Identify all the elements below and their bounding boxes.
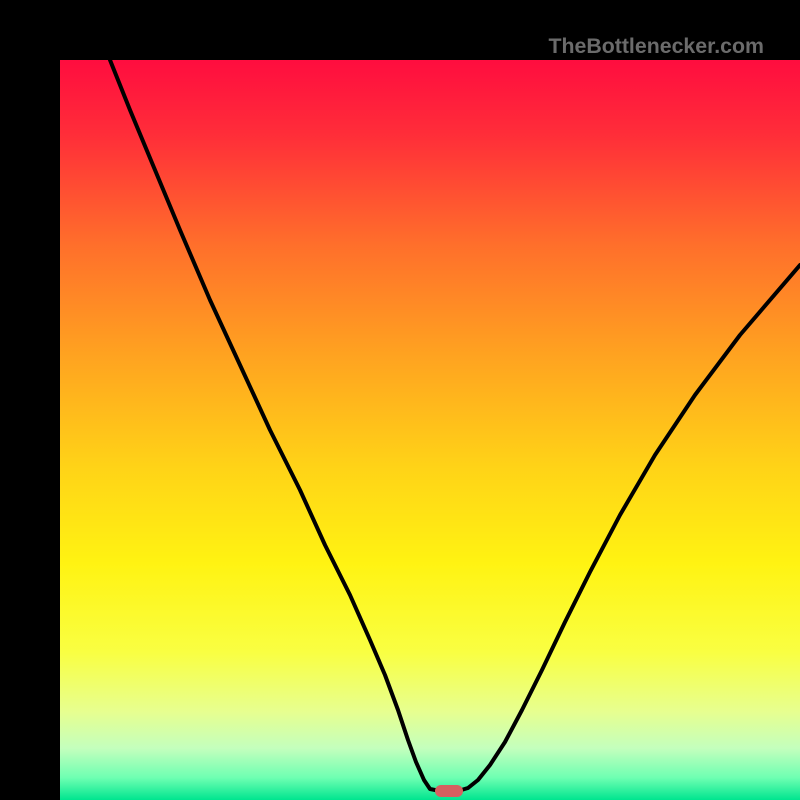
curve-svg [60,60,800,800]
watermark-text: TheBottlenecker.com [548,34,764,59]
minimum-marker [435,785,463,797]
chart-frame: TheBottlenecker.com [0,0,800,800]
bottleneck-curve [110,60,800,791]
plot-area [60,60,800,800]
